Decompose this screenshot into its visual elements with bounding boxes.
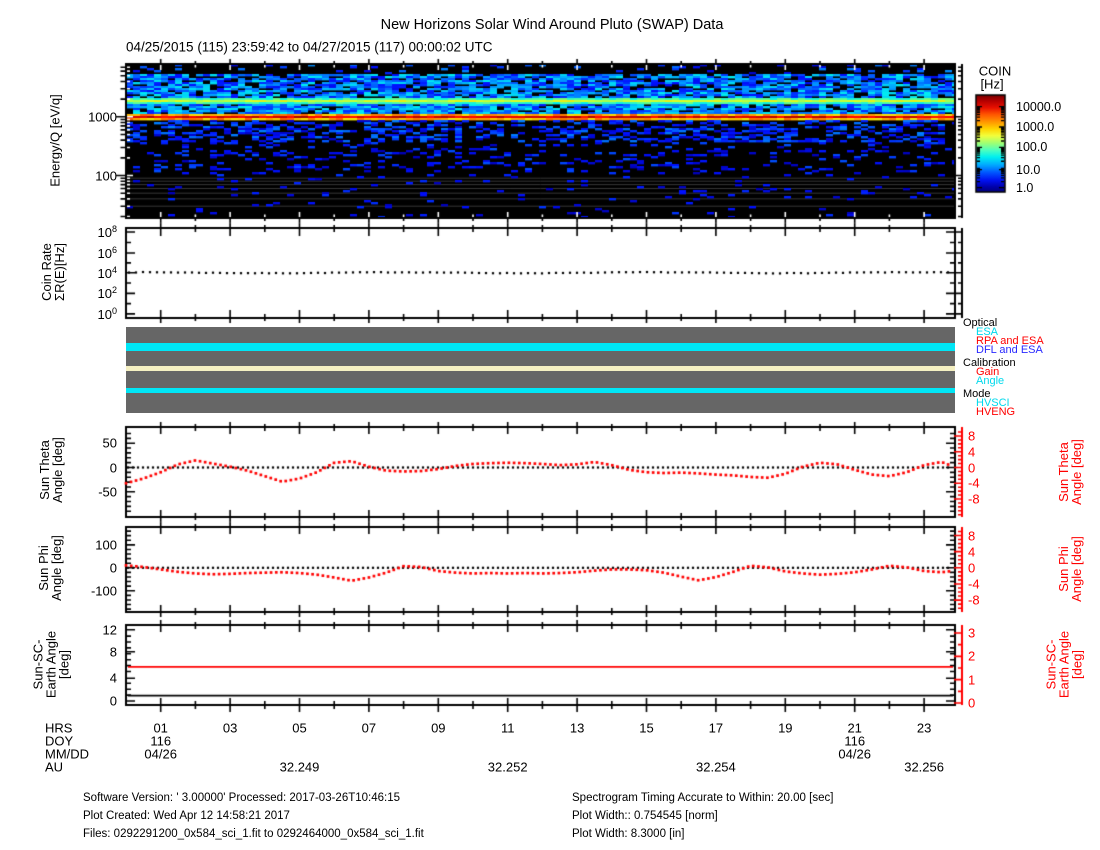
doy-label: 116 [150,733,172,749]
earth-left-tick-label: 8 [109,644,117,660]
colorbar-tick-label: 10000.0 [1016,99,1062,114]
earth-right-tick-label: 2 [968,648,976,664]
sun-sc-earth-right-line3: [deg] [1069,650,1085,679]
coin-tick-label: 100 [97,305,117,323]
phi-right-tick-label: -4 [968,576,980,592]
colorbar-units: [Hz] [980,76,1004,92]
calibration-stripe [126,365,955,372]
colorbar-tick-label: 1000.0 [1016,120,1055,134]
au-label: 32.252 [487,759,528,775]
earth-left-tick-label: 4 [109,670,117,686]
sun-sc-earth-left-axis-label: Sun-SC- Earth Angle [deg] [31,605,72,725]
legend-item-label: DFL and ESA [976,344,1043,356]
coin-axis-label: Coin Rate ΣR(E)[Hz] [39,212,67,332]
plot-title: New Horizons Solar Wind Around Pluto (SW… [380,17,724,33]
mode-hvsci-stripe [126,387,955,393]
sun-sc-earth-right-axis-label: Sun-SC- Earth Angle [deg] [1044,605,1085,725]
footer-software-version: Software Version: ' 3.00000' Processed: … [83,792,401,804]
hour-label: 13 [569,720,585,736]
colorbar-tick-label: 100.0 [1016,140,1048,155]
xaxis-row-header-hrs: HRS [45,720,73,736]
theta-left-tick-label: -50 [98,484,117,500]
earth-right-tick-label: 1 [968,672,976,688]
hour-label: 21 [847,720,862,736]
phi-right-tick-label: 4 [968,544,976,560]
footer-plot-created: Plot Created: Wed Apr 12 14:58:21 2017 [83,810,290,822]
earth-left-tick-label: 12 [102,622,117,638]
footer-plot-width-in: Plot Width: 8.3000 [in] [572,828,685,840]
coin-axis-label-line2: ΣR(E)[Hz] [52,243,67,301]
colorbar-title: COIN [978,63,1012,79]
legend-item-label: Gain [976,366,1000,378]
mmdd-label: 04/26 [838,746,871,762]
hour-label: 11 [500,720,515,736]
au-label: 32.254 [696,759,736,775]
legend-item-label: HVENG [976,406,1016,418]
theta-right-tick-label: -8 [968,491,980,507]
phi-right-tick-label: 8 [968,528,976,543]
coin-tick-label: 108 [97,223,117,241]
energy-tick-label: 1000 [88,109,117,125]
xaxis-row-header-au: AU [45,759,64,775]
sun-sc-earth-panel [108,607,973,723]
footer-plot-width-norm: Plot Width:: 0.754545 [norm] [572,810,718,822]
legend-group-label: Calibration [963,357,1016,369]
spectrogram-heatmap-panel [108,46,973,236]
legend-item-label: Angle [976,375,1005,387]
theta-right-tick-label: 4 [968,444,976,460]
theta-left-tick-label: 50 [102,435,117,451]
phi-right-tick-label: 0 [968,560,976,576]
energy-axis-label: Energy/Q [eV/q] [47,94,63,187]
theta-right-tick-label: 8 [968,428,976,444]
hour-label: 05 [292,720,307,736]
earth-right-tick-label: 0 [968,695,976,711]
legend-group-label: Mode [963,388,991,400]
energy-tick-label: 100 [95,168,117,184]
coin-tick-label: 102 [97,285,117,302]
colorbar [970,89,1011,198]
hour-label: 01 [153,720,168,736]
phi-left-tick-label: 0 [109,560,117,576]
au-label: 32.256 [904,759,944,775]
earth-right-tick-label: 3 [968,625,976,641]
legend-item-label: HVSCI [976,397,1010,409]
colorbar-tick-label: 10.0 [1016,162,1041,177]
earth-left-tick-label: 0 [109,693,117,709]
phi-left-tick-label: 100 [95,537,117,553]
coin-tick-label: 104 [97,264,117,281]
footer-files: Files: 0292291200_0x584_sci_1.fit to 029… [83,828,424,840]
theta-right-tick-label: 0 [968,460,976,475]
phi-left-tick-label: -100 [90,583,117,599]
status-bars-panel [126,327,955,413]
theta-right-tick-label: -4 [968,475,980,491]
legend-group-label: Optical [963,317,998,329]
hour-label: 09 [431,720,446,736]
theta-left-tick-label: 0 [109,460,117,475]
optical-esa-stripe [126,342,955,351]
coin-tick-label: 106 [97,244,117,262]
footer-timing-accuracy: Spectrogram Timing Accurate to Within: 2… [572,792,834,804]
hour-label: 07 [361,720,377,736]
hour-label: 15 [639,720,654,736]
coin-rate-panel [108,210,973,336]
doy-label: 116 [844,733,866,749]
au-label: 32.249 [279,759,320,775]
colorbar-tick-label: 1.0 [1016,180,1034,195]
legend-item-label: RPA and ESA [976,335,1044,347]
xaxis-row-header-mmdd: MM/DD [45,746,90,762]
hour-label: 19 [778,720,793,736]
sun-sc-earth-left-line3: [deg] [56,650,72,679]
phi-right-tick-label: -8 [968,592,980,608]
hour-label: 17 [708,720,724,736]
mmdd-label: 04/26 [144,746,177,762]
legend-item-label: ESA [976,326,999,338]
hour-label: 03 [222,720,238,736]
xaxis-row-header-doy: DOY [45,733,74,749]
hour-label: 23 [916,720,932,736]
